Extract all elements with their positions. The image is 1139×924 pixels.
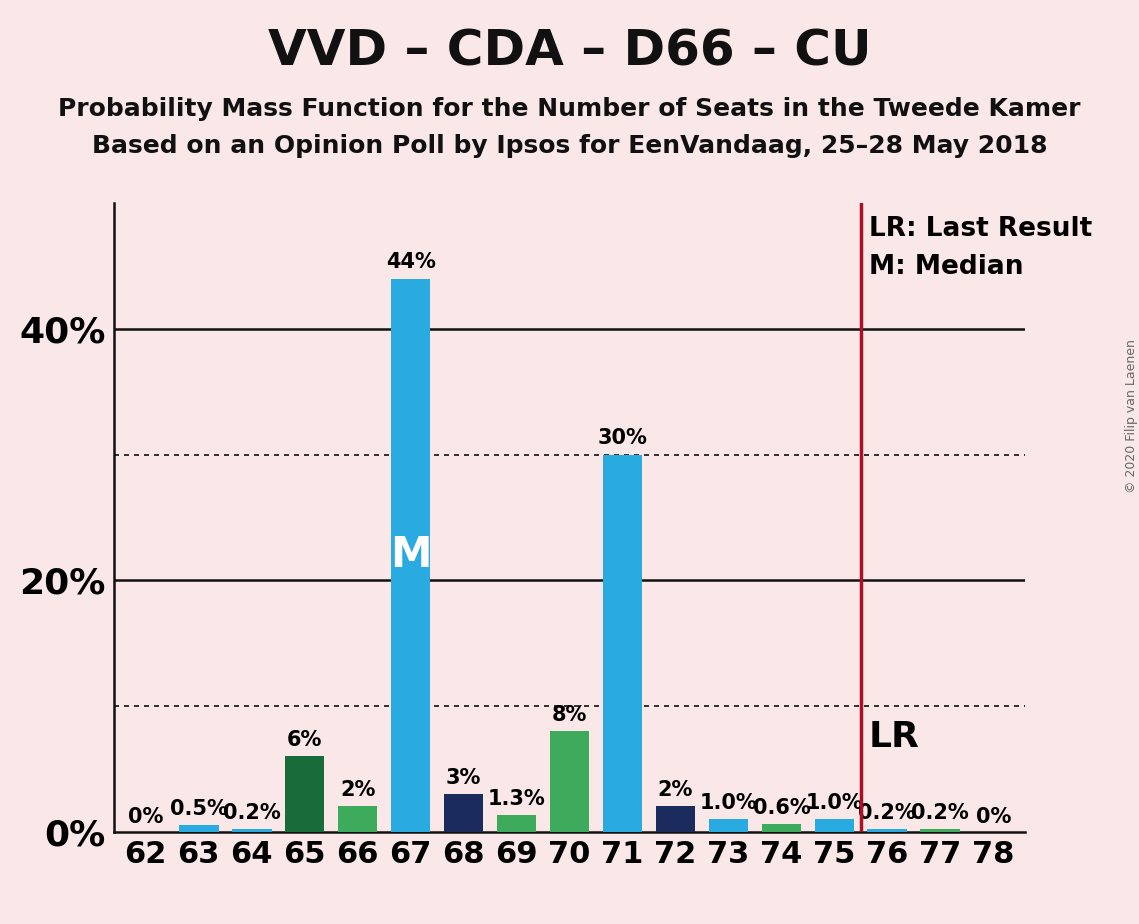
Text: M: Median: M: Median xyxy=(869,253,1023,280)
Text: 1.0%: 1.0% xyxy=(699,793,757,813)
Bar xyxy=(656,807,695,832)
Bar xyxy=(814,819,854,832)
Bar xyxy=(550,731,589,832)
Text: LR: LR xyxy=(869,721,919,754)
Text: 2%: 2% xyxy=(657,780,694,800)
Text: Probability Mass Function for the Number of Seats in the Tweede Kamer: Probability Mass Function for the Number… xyxy=(58,97,1081,121)
Text: 0%: 0% xyxy=(128,807,163,827)
Bar xyxy=(285,756,325,832)
Text: 0.6%: 0.6% xyxy=(753,797,810,818)
Text: M: M xyxy=(390,534,432,577)
Text: 0.5%: 0.5% xyxy=(170,799,228,819)
Text: © 2020 Filip van Laenen: © 2020 Filip van Laenen xyxy=(1124,339,1138,492)
Bar xyxy=(338,807,377,832)
Bar xyxy=(708,819,748,832)
Text: VVD – CDA – D66 – CU: VVD – CDA – D66 – CU xyxy=(268,28,871,76)
Bar xyxy=(231,829,271,832)
Text: LR: Last Result: LR: Last Result xyxy=(869,216,1092,242)
Bar xyxy=(920,829,960,832)
Bar xyxy=(391,279,431,832)
Bar xyxy=(179,825,219,832)
Bar xyxy=(444,794,483,832)
Text: 1.3%: 1.3% xyxy=(487,789,546,809)
Text: 30%: 30% xyxy=(598,429,647,448)
Bar xyxy=(762,824,801,832)
Text: 1.0%: 1.0% xyxy=(805,793,863,813)
Bar xyxy=(603,455,642,832)
Bar xyxy=(497,815,536,832)
Bar xyxy=(868,829,908,832)
Text: 44%: 44% xyxy=(386,252,435,273)
Text: Based on an Opinion Poll by Ipsos for EenVandaag, 25–28 May 2018: Based on an Opinion Poll by Ipsos for Ee… xyxy=(92,134,1047,158)
Text: 8%: 8% xyxy=(551,705,588,724)
Text: 0%: 0% xyxy=(976,807,1011,827)
Text: 0.2%: 0.2% xyxy=(223,803,280,822)
Text: 0.2%: 0.2% xyxy=(859,803,916,822)
Text: 6%: 6% xyxy=(287,730,322,750)
Text: 0.2%: 0.2% xyxy=(911,803,969,822)
Text: 3%: 3% xyxy=(445,768,482,787)
Text: 2%: 2% xyxy=(339,780,375,800)
